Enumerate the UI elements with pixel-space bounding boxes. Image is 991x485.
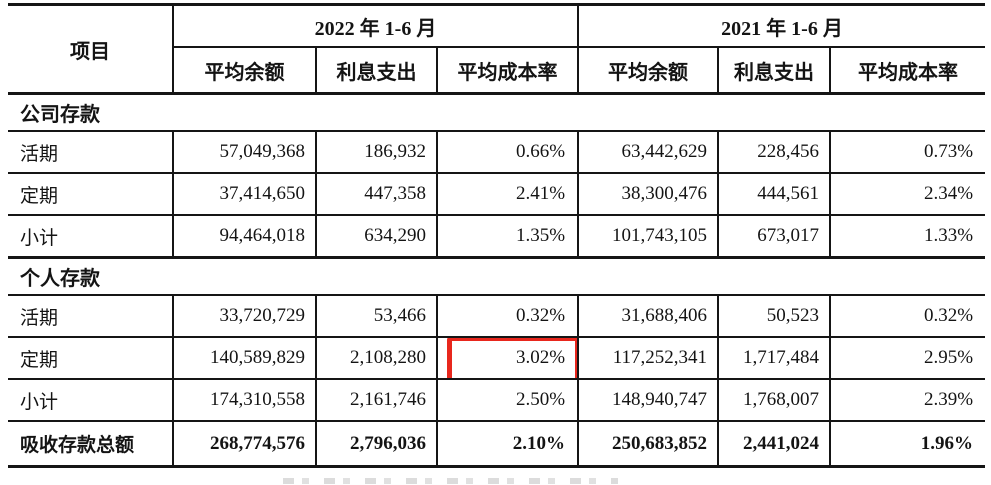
cell-avg-balance-2021: 101,743,105 [577, 215, 719, 259]
cell-interest-expense-2021: 50,523 [717, 295, 831, 338]
table-row-corporate-time: 定期 37,414,650 447,358 2.41% 38,300,476 4… [8, 173, 986, 216]
cell-avg-cost-rate-2021: 2.95% [829, 337, 986, 380]
section-label: 公司存款 [8, 93, 986, 132]
column-header-avg-cost-rate-2021: 平均成本率 [829, 47, 986, 95]
cell-avg-balance-2022: 33,720,729 [172, 295, 316, 338]
cell-avg-balance-2022: 140,589,829 [172, 337, 316, 380]
cell-avg-balance-2021: 31,688,406 [577, 295, 719, 338]
cell-interest-expense-2021: 1,717,484 [717, 337, 831, 380]
table-row-personal-subtotal: 小计 174,310,558 2,161,746 2.50% 148,940,7… [8, 379, 986, 422]
row-label: 活期 [8, 131, 173, 174]
column-header-avg-cost-rate-2022: 平均成本率 [435, 47, 579, 95]
cell-avg-cost-rate-2022: 0.32% [435, 295, 579, 338]
cell-avg-balance-2021: 250,683,852 [577, 421, 719, 468]
cell-avg-balance-2022: 94,464,018 [172, 215, 316, 259]
cell-interest-expense-2022: 2,161,746 [315, 379, 437, 422]
row-label: 定期 [8, 337, 173, 380]
cell-avg-cost-rate-2021: 0.73% [829, 131, 986, 174]
cell-interest-expense-2021: 2,441,024 [717, 421, 831, 468]
column-header-item: 项目 [8, 3, 173, 95]
cell-avg-cost-rate-2021: 0.32% [829, 295, 986, 338]
cell-avg-cost-rate-2021: 2.39% [829, 379, 986, 422]
cell-avg-balance-2022: 268,774,576 [172, 421, 316, 468]
table-row-personal-time: 定期 140,589,829 2,108,280 3.02% 117,252,3… [8, 337, 986, 380]
cell-interest-expense-2021: 444,561 [717, 173, 831, 216]
column-group-2022: 2022 年 1-6 月 [171, 3, 579, 48]
section-label: 个人存款 [8, 257, 986, 296]
row-label: 小计 [8, 379, 173, 422]
header-row-measures: 平均余额 利息支出 平均成本率 平均余额 利息支出 平均成本率 [8, 47, 986, 95]
highlighted-value: 3.02% [515, 347, 566, 368]
header-row-periods: 项目 2022 年 1-6 月 2021 年 1-6 月 [8, 3, 986, 95]
table-row-personal-demand: 活期 33,720,729 53,466 0.32% 31,688,406 50… [8, 295, 986, 338]
deposit-cost-table: 项目 2022 年 1-6 月 2021 年 1-6 月 平均余额 利息支出 平… [8, 3, 986, 468]
cell-interest-expense-2022: 186,932 [315, 131, 437, 174]
row-label: 活期 [8, 295, 173, 338]
cell-avg-cost-rate-2022-highlighted: 3.02% [435, 337, 579, 380]
column-header-avg-balance-2021: 平均余额 [577, 47, 719, 95]
cell-avg-balance-2021: 117,252,341 [577, 337, 719, 380]
column-header-interest-expense-2022: 利息支出 [315, 47, 437, 95]
column-header-interest-expense-2021: 利息支出 [717, 47, 831, 95]
column-header-avg-balance-2022: 平均余额 [172, 47, 316, 95]
clipped-caption-remnant [283, 478, 618, 484]
cell-interest-expense-2021: 228,456 [717, 131, 831, 174]
cell-interest-expense-2022: 2,796,036 [315, 421, 437, 468]
cell-avg-cost-rate-2021: 2.34% [829, 173, 986, 216]
row-label-total: 吸收存款总额 [8, 421, 173, 468]
cell-avg-cost-rate-2022: 0.66% [435, 131, 579, 174]
table-row-corporate-demand: 活期 57,049,368 186,932 0.66% 63,442,629 2… [8, 131, 986, 174]
table-row-total-deposits: 吸收存款总额 268,774,576 2,796,036 2.10% 250,6… [8, 421, 986, 468]
cell-avg-balance-2021: 148,940,747 [577, 379, 719, 422]
table-row-corporate-subtotal: 小计 94,464,018 634,290 1.35% 101,743,105 … [8, 215, 986, 259]
column-group-2021: 2021 年 1-6 月 [577, 3, 986, 48]
cell-avg-cost-rate-2022: 2.50% [435, 379, 579, 422]
cell-avg-cost-rate-2022: 2.41% [435, 173, 579, 216]
cell-interest-expense-2021: 1,768,007 [717, 379, 831, 422]
cell-interest-expense-2022: 2,108,280 [315, 337, 437, 380]
cell-avg-cost-rate-2021: 1.96% [829, 421, 986, 468]
cell-interest-expense-2022: 53,466 [315, 295, 437, 338]
cell-interest-expense-2022: 634,290 [315, 215, 437, 259]
cell-avg-cost-rate-2021: 1.33% [829, 215, 986, 259]
section-row-personal-deposits: 个人存款 [8, 257, 986, 296]
cell-avg-cost-rate-2022: 1.35% [435, 215, 579, 259]
row-label: 定期 [8, 173, 173, 216]
cell-avg-balance-2022: 37,414,650 [172, 173, 316, 216]
cell-avg-balance-2021: 38,300,476 [577, 173, 719, 216]
cell-avg-balance-2021: 63,442,629 [577, 131, 719, 174]
cell-interest-expense-2021: 673,017 [717, 215, 831, 259]
cell-avg-balance-2022: 174,310,558 [172, 379, 316, 422]
section-row-corporate-deposits: 公司存款 [8, 93, 986, 132]
cell-interest-expense-2022: 447,358 [315, 173, 437, 216]
row-label: 小计 [8, 215, 173, 259]
cell-avg-balance-2022: 57,049,368 [172, 131, 316, 174]
cell-avg-cost-rate-2022: 2.10% [435, 421, 579, 468]
